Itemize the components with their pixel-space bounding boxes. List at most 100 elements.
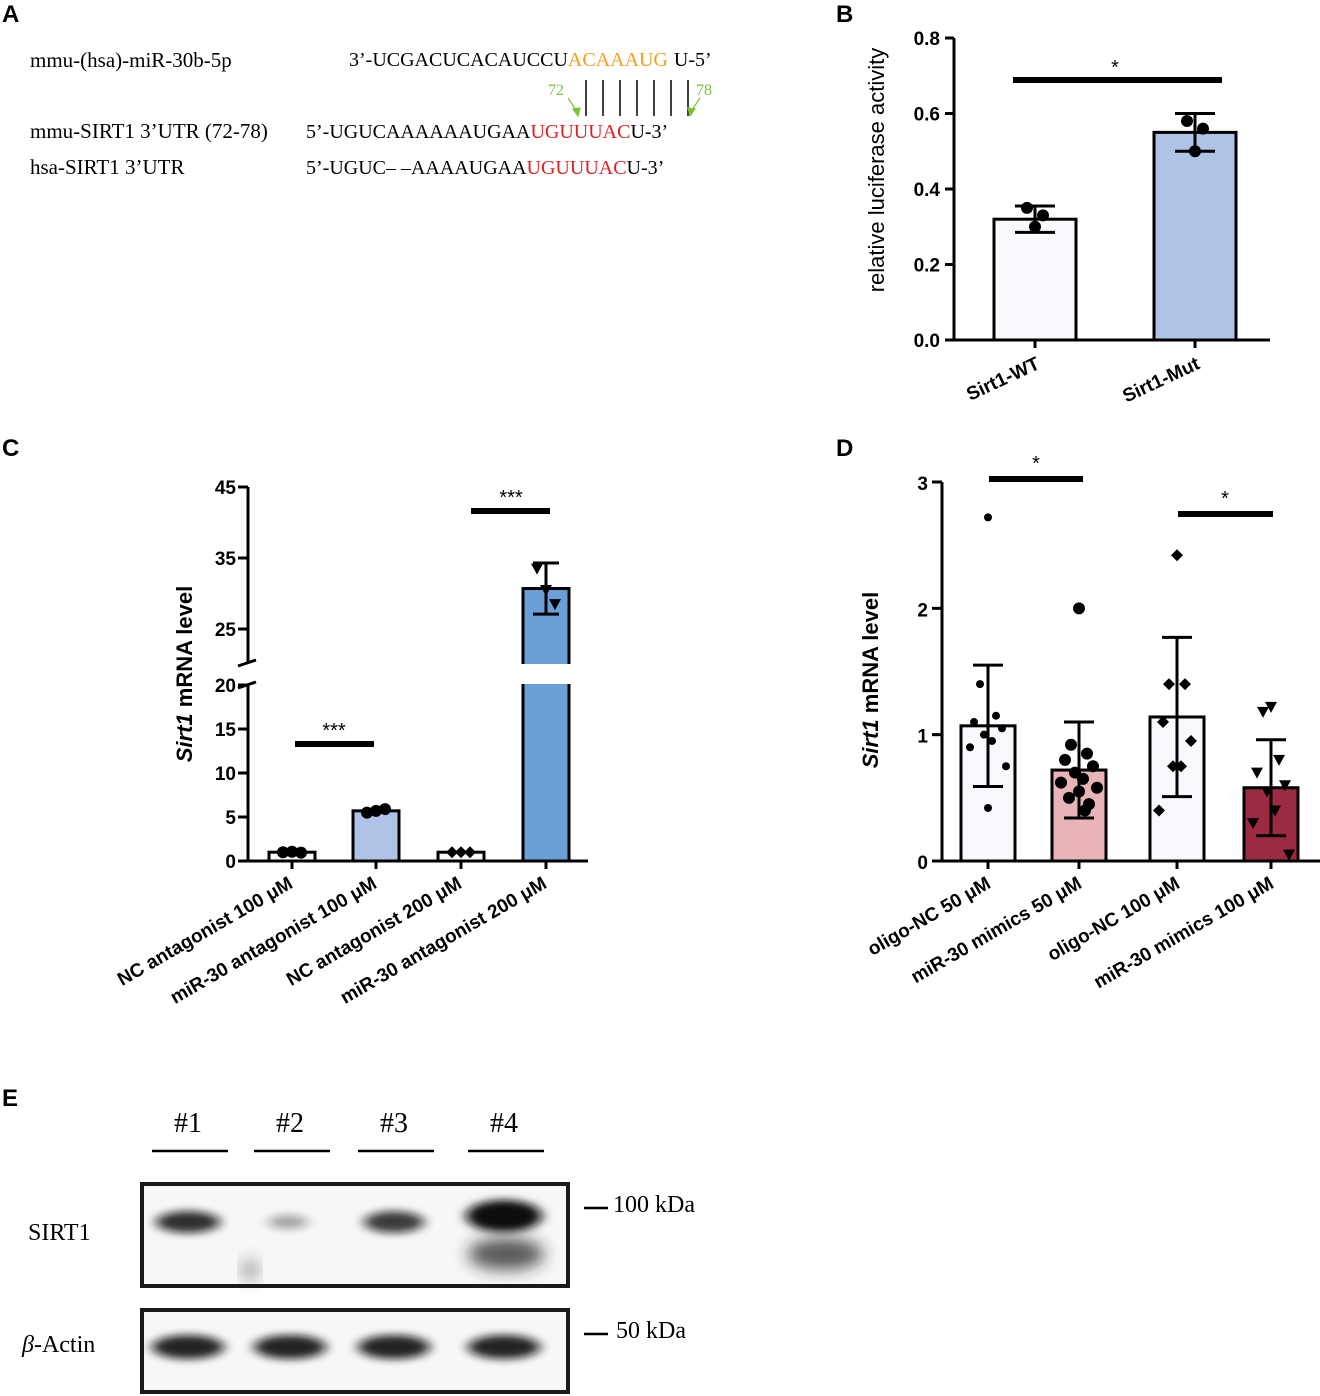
marker-label-50kda: 50 kDa bbox=[616, 1318, 686, 1344]
point-d-0-0 bbox=[984, 513, 992, 522]
blot-sirt1 bbox=[140, 1182, 570, 1288]
point-c-3-2 bbox=[549, 599, 561, 611]
significance-label-b: * bbox=[1111, 57, 1119, 79]
y-tick-label-c-7: 45 bbox=[215, 478, 237, 499]
point-d-3-3 bbox=[1251, 767, 1263, 779]
point-c-0-0 bbox=[277, 846, 289, 859]
panel-label-c: C bbox=[2, 435, 19, 462]
y-tick-label-c-2: 10 bbox=[215, 764, 236, 785]
point-d-3-8 bbox=[1283, 849, 1295, 861]
blot-sirt1-frame bbox=[140, 1182, 570, 1288]
mmu-seq-prefix: 5’-UGUCAAAAAAUGAA bbox=[306, 121, 531, 143]
point-d-1-8 bbox=[1091, 781, 1103, 794]
bar-c-break-gap-3 bbox=[519, 664, 573, 684]
y-axis-title-b: relative luciferase activity bbox=[864, 48, 889, 293]
point-b-1-0 bbox=[1181, 115, 1193, 128]
mirna-seq-prefix: 3’-UCGACUCACAUCCU bbox=[349, 49, 568, 71]
point-d-3-1 bbox=[1257, 706, 1269, 718]
pairing-lines bbox=[585, 80, 689, 116]
point-d-0-7 bbox=[966, 743, 974, 752]
point-c-2-0 bbox=[446, 846, 458, 859]
y-tick-label-b-3: 0.6 bbox=[914, 105, 940, 126]
point-d-3-4 bbox=[1279, 780, 1291, 792]
point-d-0-2 bbox=[992, 711, 1000, 720]
row-label-sirt1: SIRT1 bbox=[28, 1220, 91, 1246]
point-b-1-1 bbox=[1197, 122, 1209, 135]
significance-label-d-1: * bbox=[1221, 488, 1229, 510]
bar-b-1 bbox=[1152, 130, 1238, 342]
panel-label-d: D bbox=[836, 435, 853, 462]
x-tick-label-d-3: miR-30 mimics 100 μM bbox=[1090, 873, 1277, 993]
point-d-2-3 bbox=[1157, 716, 1169, 729]
y-axis-title-c-gene: Sirt1 bbox=[172, 713, 197, 762]
lane-label-3: #3 bbox=[380, 1108, 408, 1139]
hsa-binding-site: UGUUUAC bbox=[527, 157, 627, 179]
x-tick-label-b-1: Sirt1-Mut bbox=[1120, 353, 1204, 407]
y-tick-label-b-0: 0.0 bbox=[914, 331, 940, 352]
y-axis-title-d-rest: mRNA level bbox=[858, 592, 883, 720]
band-sirt1-lane-4 bbox=[466, 1200, 542, 1232]
y-axis-title-d: Sirt1 mRNA level bbox=[858, 592, 883, 769]
point-d-0-1 bbox=[976, 680, 984, 689]
y-tick-label-d-2: 2 bbox=[917, 600, 928, 621]
blot-actin bbox=[140, 1308, 570, 1394]
band-sirt1-lane-2 bbox=[268, 1215, 308, 1229]
hsa-seq-prefix: 5’-UGUC– –AAAAUGAA bbox=[306, 157, 527, 179]
point-d-1-12 bbox=[1079, 804, 1091, 817]
point-d-0-3 bbox=[970, 718, 978, 727]
point-d-1-3 bbox=[1059, 753, 1071, 766]
y-tick-label-b-4: 0.8 bbox=[914, 29, 940, 50]
hsa-utr-name: hsa-SIRT1 3’UTR bbox=[30, 155, 184, 179]
band-actin-lane-1 bbox=[152, 1335, 224, 1359]
axis-break-mark-upper bbox=[237, 658, 257, 668]
y-tick-label-c-0: 0 bbox=[225, 852, 236, 873]
point-d-1-2 bbox=[1081, 747, 1093, 760]
mirna-name: mmu-(hsa)-miR-30b-5p bbox=[30, 48, 232, 72]
panel-e-western-blot: E #1 #2 #3 #4 SIRT1 100 kDa β-Actin 50 kDa bbox=[2, 1085, 695, 1394]
point-c-1-1 bbox=[370, 804, 382, 817]
point-b-0-2 bbox=[1029, 220, 1041, 233]
significance-label-d-0: * bbox=[1032, 453, 1040, 475]
y-tick-label-b-1: 0.2 bbox=[914, 256, 940, 277]
point-d-1-0 bbox=[1073, 602, 1085, 615]
band-sirt1-lane-3 bbox=[364, 1211, 424, 1233]
row-label-actin-rest: -Actin bbox=[34, 1332, 95, 1358]
band-sirt1-lane-1 bbox=[156, 1211, 220, 1233]
point-c-2-1 bbox=[455, 846, 467, 859]
mirna-sequence: 3’-UCGACUCACAUCCUACAAAUG U-5’ bbox=[349, 49, 712, 71]
mirna-seed-region: ACAAAUG bbox=[568, 49, 668, 71]
mmu-utr-sequence: 5’-UGUCAAAAAAUGAAUGUUUACU-3’ bbox=[306, 121, 668, 143]
mirna-seq-suffix: U-5’ bbox=[674, 49, 712, 71]
y-tick-label-c-4: 20 bbox=[215, 676, 236, 697]
row-label-actin-beta: β bbox=[21, 1332, 34, 1358]
band-actin-lane-3 bbox=[358, 1335, 430, 1359]
mmu-utr-name: mmu-SIRT1 3’UTR (72-78) bbox=[30, 119, 268, 143]
y-tick-label-c-5: 25 bbox=[215, 620, 237, 641]
point-d-0-6 bbox=[988, 736, 996, 745]
blot-sirt1-spot bbox=[242, 1260, 258, 1280]
x-tick-label-b-0: Sirt1-WT bbox=[963, 353, 1043, 405]
band-sirt1-lane-4-smear bbox=[468, 1238, 544, 1270]
panel-label-e: E bbox=[2, 1085, 18, 1112]
hsa-seq-suffix: U-3’ bbox=[627, 157, 665, 179]
bar-c-1 bbox=[351, 809, 401, 863]
y-axis-title-c-rest: mRNA level bbox=[172, 586, 197, 714]
point-d-1-7 bbox=[1055, 776, 1067, 789]
point-d-2-4 bbox=[1185, 734, 1197, 747]
point-d-2-1 bbox=[1163, 678, 1175, 691]
point-d-0-5 bbox=[980, 730, 988, 739]
point-d-0-9 bbox=[984, 803, 992, 812]
y-tick-label-c-1: 5 bbox=[225, 808, 236, 829]
point-d-3-0 bbox=[1265, 701, 1277, 713]
panel-label-b: B bbox=[836, 1, 853, 28]
point-b-0-1 bbox=[1037, 209, 1049, 222]
y-axis-title-c: Sirt1 mRNA level bbox=[172, 586, 197, 763]
panel-a: A mmu-(hsa)-miR-30b-5p 3’-UCGACUCACAUCCU… bbox=[2, 1, 712, 179]
point-b-0-0 bbox=[1021, 201, 1033, 214]
row-label-actin: β-Actin bbox=[21, 1332, 95, 1358]
position-end-label: 78 bbox=[696, 82, 712, 99]
point-c-1-0 bbox=[361, 806, 373, 819]
mmu-seq-suffix: U-3’ bbox=[630, 121, 668, 143]
